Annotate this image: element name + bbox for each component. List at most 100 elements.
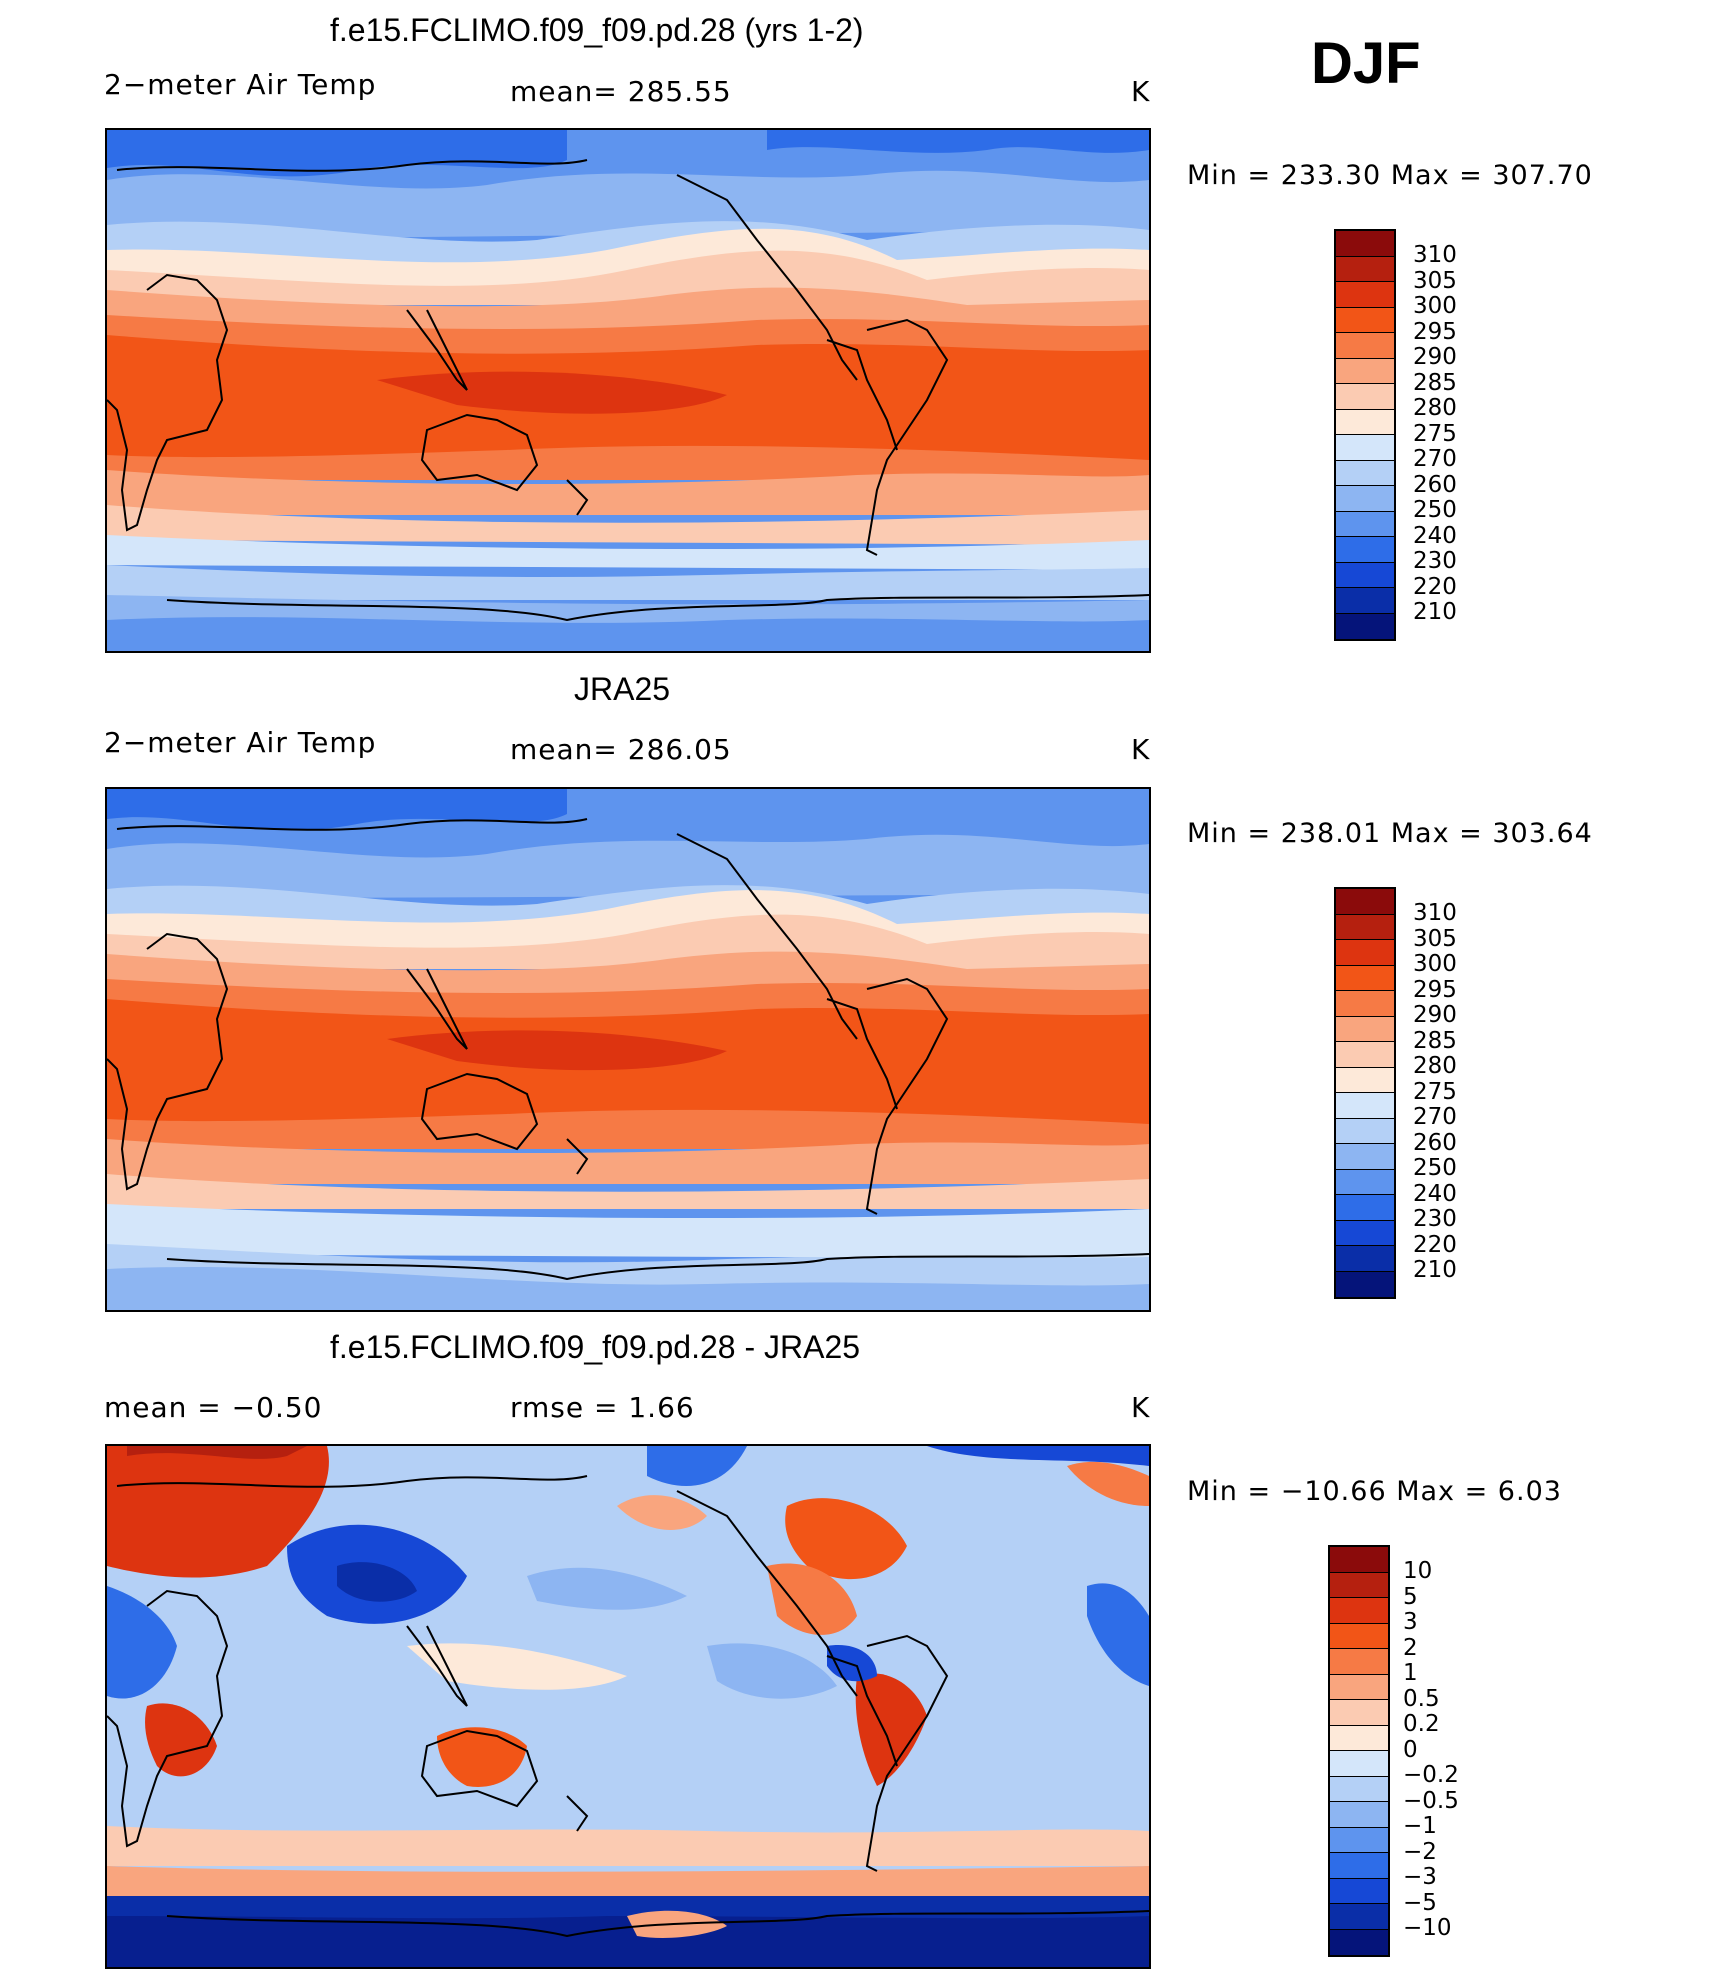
panel-3-colorbar [1328, 1545, 1390, 1957]
colorbar-label: 310 [1413, 900, 1457, 926]
colorbar-swatch [1336, 1195, 1394, 1221]
colorbar-label: 295 [1413, 976, 1457, 1003]
colorbar-label: 260 [1413, 1129, 1457, 1156]
colorbar-label: 310 [1413, 242, 1457, 268]
panel-2-title: JRA25 [574, 671, 671, 707]
panel-1-variable-label: 2−meter Air Temp [104, 68, 377, 101]
colorbar-swatch [1330, 1827, 1388, 1853]
colorbar-label: 220 [1413, 1231, 1457, 1258]
colorbar-label: 305 [1413, 925, 1457, 952]
colorbar-label: 275 [1413, 1078, 1457, 1105]
colorbar-label: 5 [1403, 1583, 1418, 1610]
colorbar-label: 220 [1413, 573, 1457, 600]
panel-2-variable-label: 2−meter Air Temp [104, 726, 377, 759]
colorbar-swatch [1336, 282, 1394, 308]
colorbar-label: −2 [1403, 1838, 1437, 1865]
colorbar-swatch [1336, 1093, 1394, 1119]
colorbar-label: 1 [1403, 1660, 1418, 1686]
colorbar-label: 250 [1413, 1155, 1457, 1181]
colorbar-swatch [1336, 588, 1394, 614]
colorbar-swatch [1336, 562, 1394, 588]
colorbar-swatch [1336, 1144, 1394, 1170]
panel-3-minmax: Min = −10.66 Max = 6.03 [1187, 1476, 1562, 1507]
colorbar-label: 10 [1403, 1558, 1433, 1584]
colorbar-swatch [1336, 486, 1394, 512]
colorbar-label: 210 [1413, 599, 1457, 625]
colorbar-label: −1 [1403, 1813, 1437, 1839]
panel-2-map [105, 787, 1151, 1312]
colorbar-swatch [1336, 1042, 1394, 1068]
colorbar-swatch [1336, 537, 1394, 563]
colorbar-swatch [1330, 1751, 1388, 1777]
colorbar-swatch [1330, 1878, 1388, 1904]
colorbar-swatch [1336, 307, 1394, 333]
colorbar-label: 290 [1413, 344, 1457, 370]
colorbar-label: 0.5 [1403, 1685, 1440, 1712]
colorbar-label: 280 [1413, 1053, 1457, 1079]
colorbar-swatch [1330, 1700, 1388, 1726]
panel-2-colorbar [1334, 887, 1396, 1299]
colorbar-swatch [1336, 1271, 1394, 1297]
colorbar-label: −5 [1403, 1889, 1437, 1916]
colorbar-swatch [1336, 1246, 1394, 1272]
season-label: DJF [1311, 31, 1421, 96]
colorbar-swatch [1336, 1016, 1394, 1042]
colorbar-label: −0.2 [1403, 1762, 1459, 1788]
panel-1-mean-label: mean= 285.55 [510, 75, 732, 108]
colorbar-swatch [1330, 1623, 1388, 1649]
colorbar-swatch [1330, 1853, 1388, 1879]
colorbar-label: 295 [1413, 318, 1457, 345]
panel-3-map [105, 1444, 1151, 1969]
colorbar-swatch [1336, 914, 1394, 940]
colorbar-swatch [1336, 1067, 1394, 1093]
colorbar-swatch [1330, 1802, 1388, 1828]
colorbar-label: 210 [1413, 1257, 1457, 1283]
panel-1-map [105, 128, 1151, 653]
colorbar-label: 230 [1413, 1206, 1457, 1232]
colorbar-label: 305 [1413, 267, 1457, 294]
panel-3-map-field [107, 1446, 1149, 1967]
colorbar-swatch [1336, 384, 1394, 410]
colorbar-swatch [1330, 1572, 1388, 1598]
colorbar-swatch [1336, 613, 1394, 639]
colorbar-label: 3 [1403, 1609, 1418, 1635]
panel-1-minmax: Min = 233.30 Max = 307.70 [1187, 160, 1593, 191]
colorbar-label: 270 [1413, 1104, 1457, 1130]
colorbar-label: 270 [1413, 446, 1457, 472]
colorbar-swatch [1336, 460, 1394, 486]
colorbar-label: 300 [1413, 293, 1457, 319]
panel-2-mean-label: mean= 286.05 [510, 733, 732, 766]
colorbar-label: 0.2 [1403, 1711, 1440, 1737]
colorbar-swatch [1336, 1169, 1394, 1195]
colorbar-label: 285 [1413, 1027, 1457, 1054]
colorbar-label: 300 [1413, 951, 1457, 977]
colorbar-label: 2 [1403, 1634, 1418, 1661]
panel-3-mean-label: mean = −0.50 [104, 1391, 323, 1424]
colorbar-label: 285 [1413, 369, 1457, 396]
colorbar-label: 280 [1413, 395, 1457, 421]
panel-2-minmax: Min = 238.01 Max = 303.64 [1187, 818, 1593, 849]
colorbar-label: −3 [1403, 1864, 1437, 1890]
colorbar-swatch [1330, 1776, 1388, 1802]
colorbar-label: 240 [1413, 522, 1457, 549]
colorbar-label: 260 [1413, 471, 1457, 498]
panel-1-map-field [107, 130, 1149, 651]
colorbar-label: 0 [1403, 1736, 1418, 1763]
colorbar-swatch [1336, 231, 1394, 257]
colorbar-label: 250 [1413, 497, 1457, 523]
panel-2-map-field [107, 789, 1149, 1310]
colorbar-swatch [1330, 1904, 1388, 1930]
colorbar-swatch [1330, 1598, 1388, 1624]
colorbar-label: −10 [1403, 1915, 1452, 1941]
colorbar-swatch [1336, 1118, 1394, 1144]
colorbar-swatch [1336, 965, 1394, 991]
panel-3-rmse-label: rmse = 1.66 [510, 1391, 695, 1424]
panel-1-colorbar [1334, 229, 1396, 641]
panel-1-units-label: K [1131, 75, 1151, 108]
colorbar-swatch [1330, 1725, 1388, 1751]
colorbar-swatch [1336, 889, 1394, 915]
panel-1-title: f.e15.FCLIMO.f09_f09.pd.28 (yrs 1-2) [330, 12, 864, 48]
colorbar-label: 275 [1413, 420, 1457, 447]
colorbar-label: 230 [1413, 548, 1457, 574]
colorbar-swatch [1330, 1547, 1388, 1573]
